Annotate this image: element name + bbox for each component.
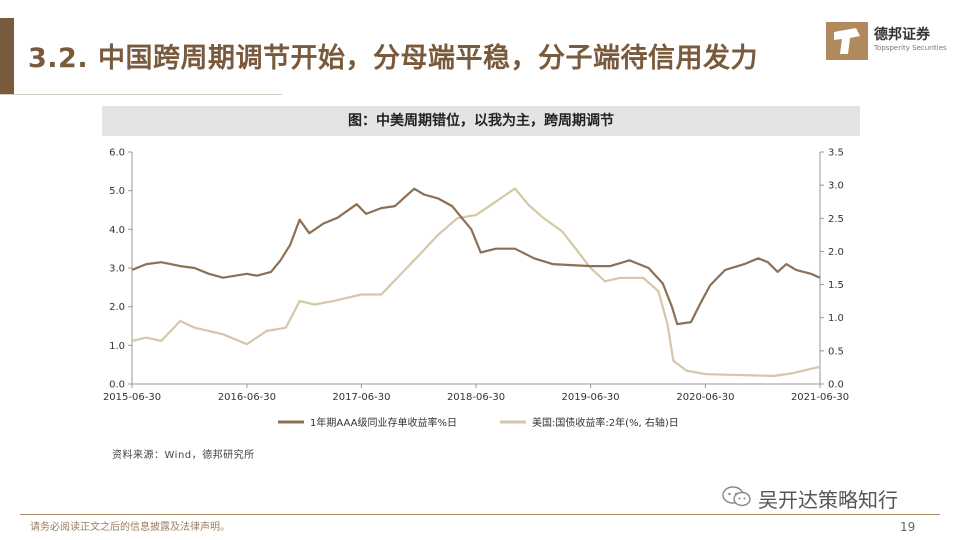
x-tick-label: 2017-06-30 (332, 392, 390, 403)
wechat-watermark: 吴开达策略知行 (722, 482, 942, 512)
y-right-tick-label: 3.0 (828, 181, 844, 192)
y-left-tick-label: 5.0 (109, 186, 125, 197)
y-right-tick-label: 3.5 (828, 148, 844, 159)
y-right-tick-label: 2.5 (828, 214, 844, 225)
y-right-tick-label: 1.5 (828, 280, 844, 291)
y-right-tick-label: 0.0 (828, 380, 844, 391)
wechat-icon (722, 486, 751, 507)
x-tick-label: 2018-06-30 (447, 392, 505, 403)
y-left-tick-label: 2.0 (109, 302, 125, 313)
y-left-tick-label: 6.0 (109, 148, 125, 159)
y-right-tick-label: 2.0 (828, 247, 844, 258)
company-logo: 德邦证券 Topsperity Securities (826, 20, 947, 64)
legal-disclaimer: 请务必阅读正文之后的信息披露及法律声明。 (30, 522, 230, 533)
y-left-tick-label: 0.0 (109, 380, 125, 391)
page-number: 19 (900, 520, 916, 534)
x-tick-label: 2015-06-30 (103, 392, 161, 403)
y-left-tick-label: 1.0 (109, 341, 125, 352)
x-tick-label: 2016-06-30 (218, 392, 276, 403)
chart-title-banner: 图：中美周期错位，以我为主，跨周期调节 (102, 106, 860, 136)
watermark-text: 吴开达策略知行 (758, 488, 898, 512)
logo-name-cn: 德邦证券 (874, 27, 930, 43)
y-right-tick-label: 1.0 (828, 313, 844, 324)
y-left-tick-label: 3.0 (109, 264, 125, 275)
x-tick-label: 2019-06-30 (561, 392, 619, 403)
title-divider (0, 94, 282, 95)
x-tick-label: 2021-06-30 (791, 392, 849, 403)
source-note: 资料来源：Wind，德邦研究所 (112, 450, 255, 461)
logo-name-en: Topsperity Securities (874, 44, 947, 52)
legend-label: 美国:国债收益率:2年(%, 右轴)日 (532, 416, 679, 429)
series-line-aaa-ncd-1y (131, 187, 821, 326)
y-left-tick-label: 4.0 (109, 225, 125, 236)
y-right-tick-label: 0.5 (828, 346, 844, 357)
x-tick-label: 2020-06-30 (676, 392, 734, 403)
legend-label: 1年期AAA级同业存单收益率%日 (310, 416, 457, 429)
footer-divider (20, 514, 940, 515)
title-accent-bar (0, 18, 14, 94)
series-line-us-2y-treasury (131, 187, 820, 378)
logo-mark-icon (826, 22, 868, 60)
slide-title: 3.2. 中国跨周期调节开始，分母端平稳，分子端待信用发力 (28, 43, 758, 74)
